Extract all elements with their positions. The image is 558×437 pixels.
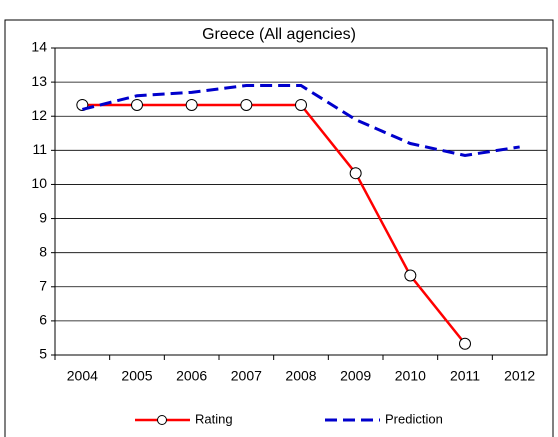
y-tick-label: 8 xyxy=(39,243,47,259)
y-tick-label: 7 xyxy=(39,277,47,293)
point-marker xyxy=(240,98,253,111)
x-tick-label: 2012 xyxy=(504,368,535,384)
legend-label: Prediction xyxy=(385,411,443,426)
y-tick-label: 11 xyxy=(32,141,47,157)
x-tick-label: 2011 xyxy=(450,368,480,384)
chart-title: Greece (All agencies) xyxy=(202,26,356,43)
x-tick-label: 2009 xyxy=(340,368,371,384)
point-marker xyxy=(295,98,307,111)
point-marker xyxy=(131,98,143,111)
y-tick-label: 13 xyxy=(31,73,47,89)
y-tick-label: 5 xyxy=(39,346,47,362)
series-line xyxy=(82,103,466,345)
y-tick-label: 9 xyxy=(39,209,47,225)
plot-area xyxy=(54,47,548,356)
legend-marker xyxy=(157,415,167,425)
chart-frame xyxy=(4,19,554,437)
y-tick-label: 12 xyxy=(31,107,47,123)
legend-label: Rating xyxy=(195,411,233,426)
x-tick-label: 2008 xyxy=(285,368,316,384)
point-marker xyxy=(404,269,417,282)
point-marker xyxy=(185,98,198,111)
x-tick-label: 2006 xyxy=(176,368,207,384)
y-tick-label: 10 xyxy=(31,175,47,191)
point-marker xyxy=(459,337,471,350)
y-tick-label: 6 xyxy=(39,312,47,328)
series-line xyxy=(81,84,520,157)
y-tick-label: 14 xyxy=(31,39,47,55)
x-tick-label: 2010 xyxy=(395,368,426,384)
point-marker xyxy=(349,167,362,180)
x-tick-label: 2007 xyxy=(231,368,262,384)
x-tick-label: 2005 xyxy=(121,368,152,384)
x-tick-label: 2004 xyxy=(67,368,98,384)
